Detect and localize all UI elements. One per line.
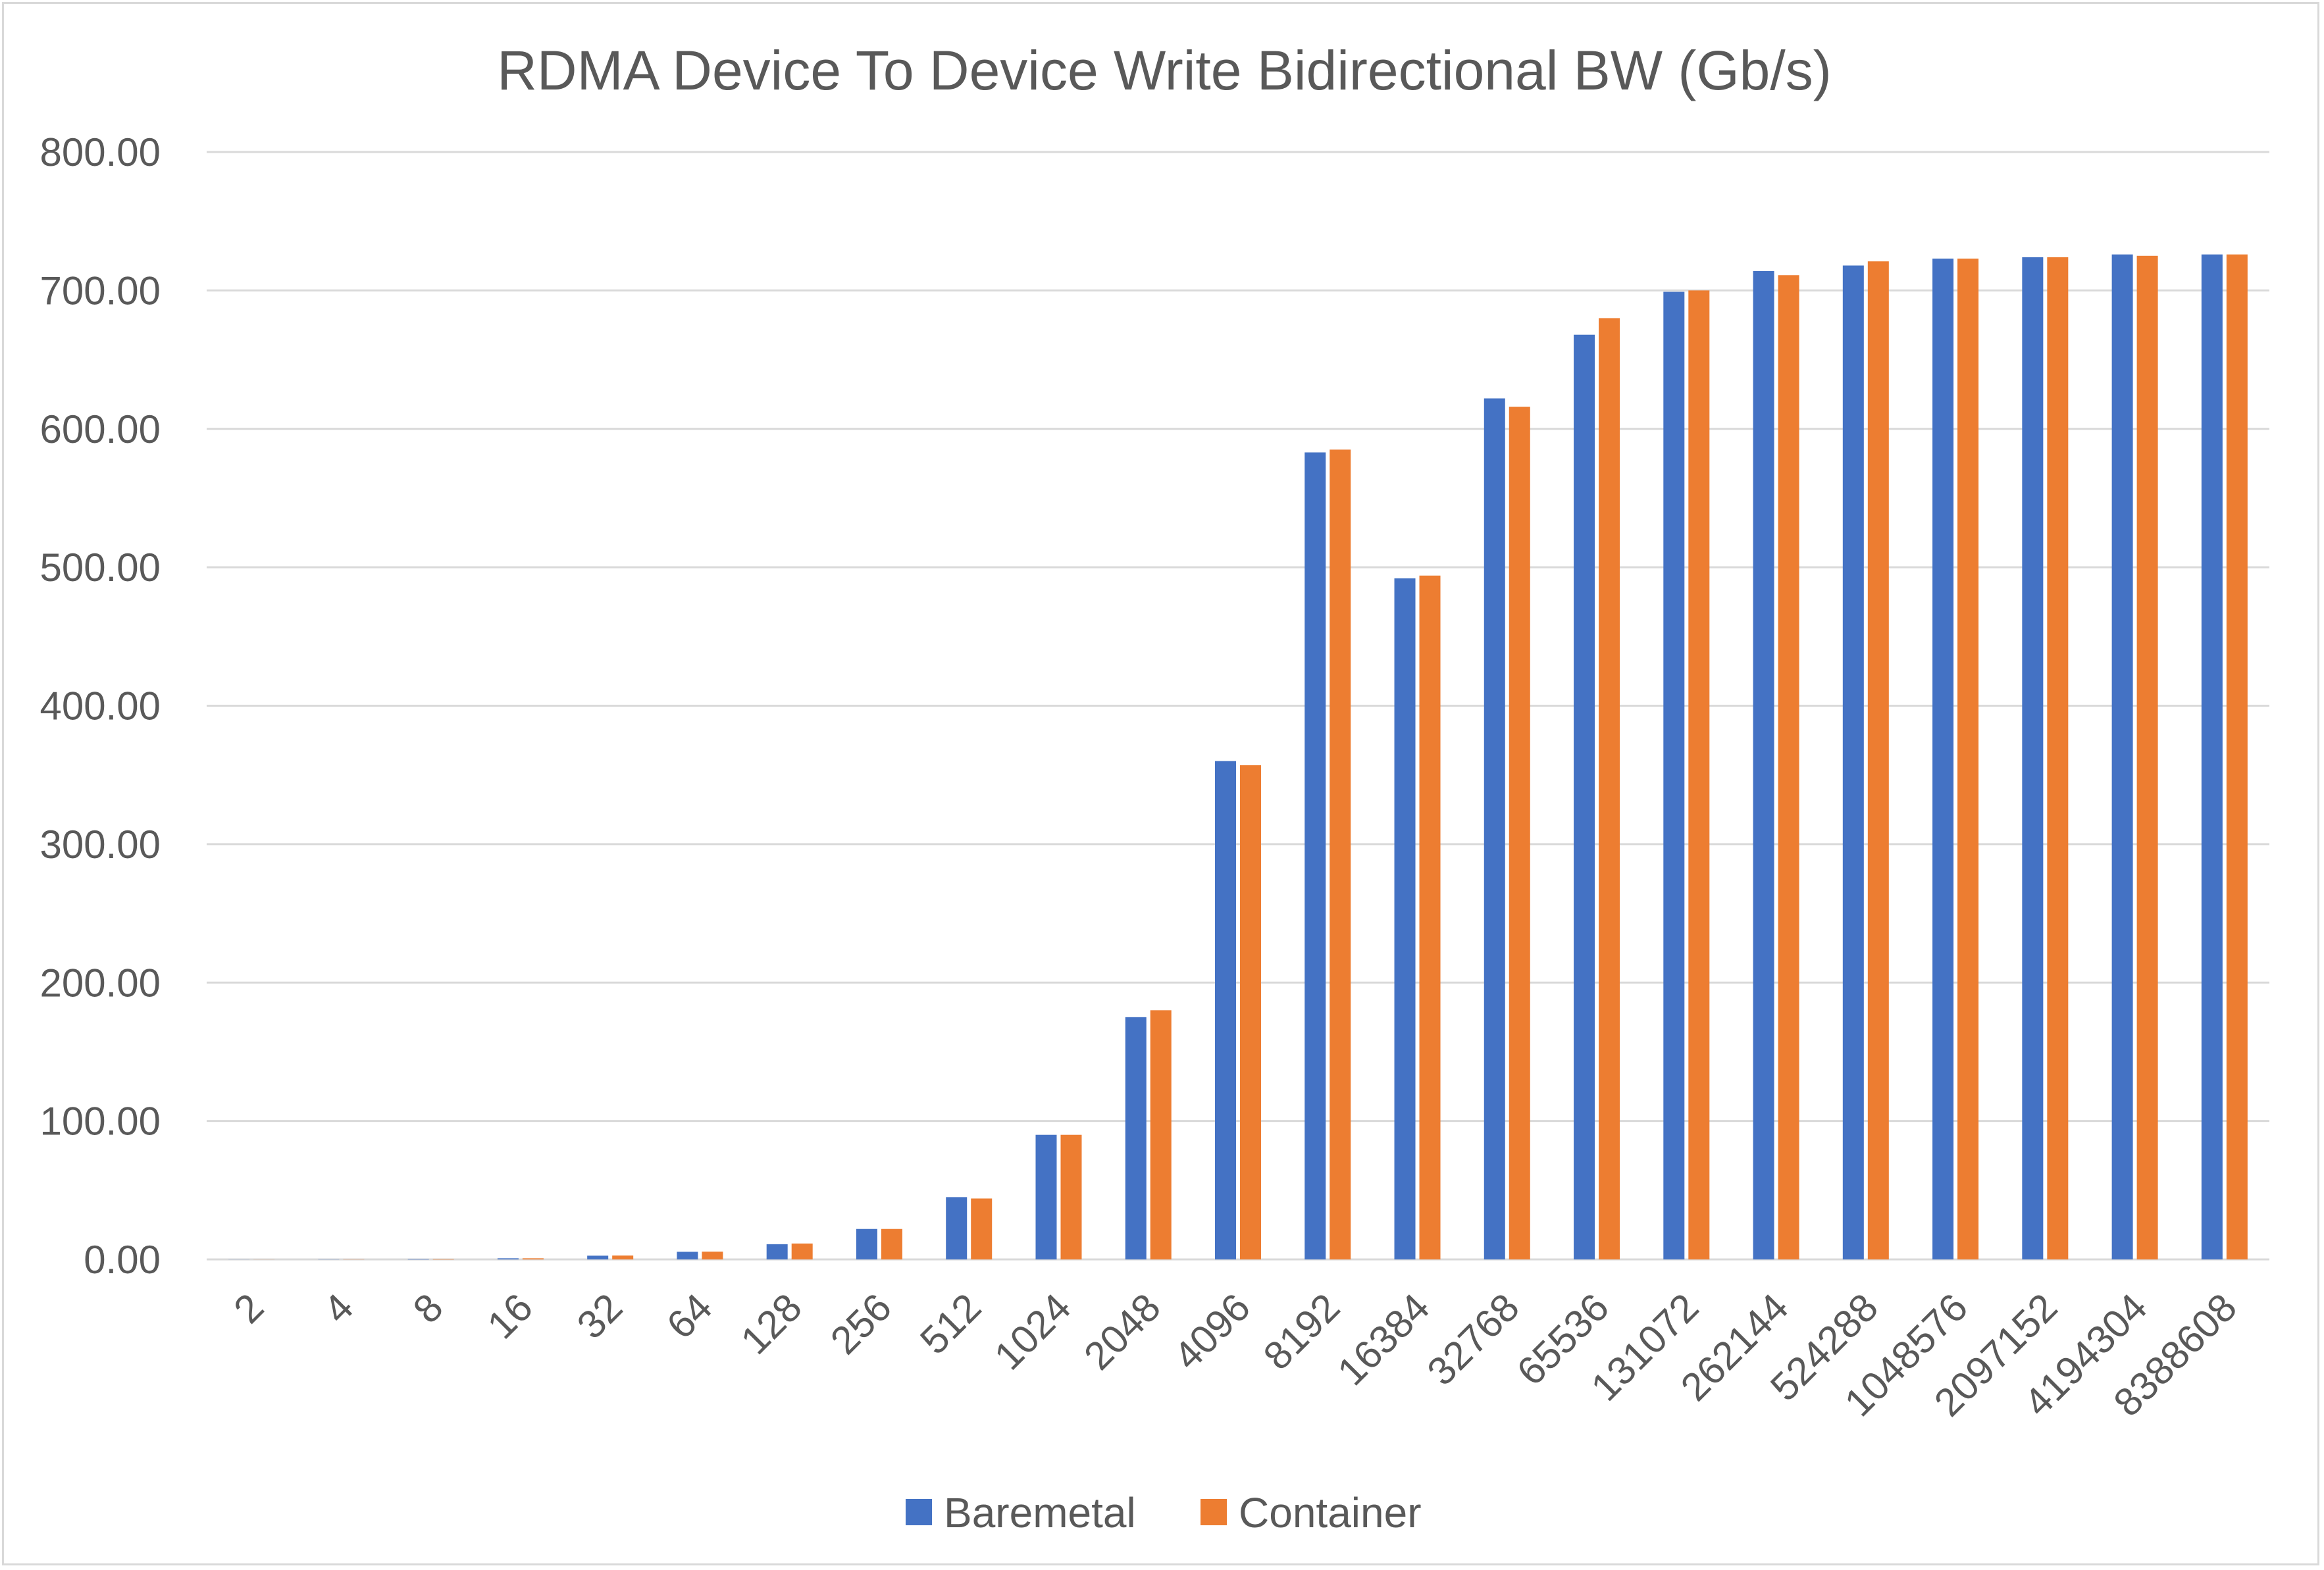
bar-container — [971, 1198, 993, 1259]
bar-baremetal — [1663, 291, 1685, 1259]
bar-container — [1509, 407, 1530, 1259]
y-tick-label: 400.00 — [39, 684, 161, 728]
bar-baremetal — [946, 1197, 968, 1259]
x-tick-label: 8 — [405, 1285, 452, 1332]
bar-container — [1867, 261, 1889, 1259]
bar-container — [2047, 257, 2069, 1259]
x-tick-label: 2048 — [1075, 1285, 1169, 1379]
x-tick-label: 256 — [822, 1285, 900, 1363]
gridlines — [207, 151, 2269, 1261]
chart-svg: RDMA Device To Device Write Bidirectiona… — [39, 39, 2269, 1536]
y-tick-label: 200.00 — [39, 961, 161, 1005]
x-tick-label: 32768 — [1419, 1285, 1528, 1394]
bar-container — [522, 1258, 544, 1259]
bars — [228, 254, 2248, 1260]
bar-baremetal — [2111, 254, 2133, 1259]
bar-container — [881, 1228, 902, 1259]
bar-baremetal — [497, 1258, 519, 1259]
bar-container — [1330, 449, 1351, 1259]
legend: Baremetal Container — [906, 1489, 1422, 1536]
bar-container — [612, 1255, 634, 1259]
bar-baremetal — [677, 1252, 698, 1259]
y-tick-label: 0.00 — [84, 1238, 161, 1282]
x-tick-label: 16 — [479, 1285, 542, 1348]
bar-baremetal — [856, 1228, 877, 1259]
bar-container — [1599, 318, 1620, 1260]
x-tick-label: 128 — [733, 1285, 810, 1363]
bar-baremetal — [1842, 265, 1864, 1259]
y-tick-label: 800.00 — [39, 130, 161, 174]
x-axis-ticks: 2 4 8 16 32 64 128 256 5121024204840968192163843… — [225, 1285, 2245, 1425]
x-tick-label: 64 — [658, 1285, 721, 1348]
x-tick-label: 4096 — [1165, 1285, 1258, 1379]
x-tick-label: 1024 — [986, 1285, 1079, 1379]
y-tick-label: 300.00 — [39, 823, 161, 867]
x-tick-label: 4 — [315, 1285, 362, 1332]
bar-container — [1060, 1134, 1082, 1259]
chart-title: RDMA Device To Device Write Bidirectiona… — [497, 39, 1831, 101]
bar-container — [1150, 1010, 1172, 1259]
bar-baremetal — [1574, 334, 1595, 1259]
x-tick-label: 32 — [569, 1285, 631, 1348]
bar-baremetal — [2022, 257, 2044, 1259]
bar-baremetal — [1932, 258, 1954, 1259]
bar-baremetal — [1125, 1017, 1147, 1259]
bar-container — [791, 1243, 813, 1259]
y-tick-label: 500.00 — [39, 545, 161, 590]
bar-baremetal — [587, 1255, 609, 1259]
legend-label-baremetal: Baremetal — [944, 1489, 1136, 1536]
legend-swatch-baremetal — [906, 1499, 932, 1525]
bar-container — [1957, 258, 1979, 1259]
bar-baremetal — [2201, 254, 2223, 1259]
bar-container — [702, 1252, 723, 1259]
bar-baremetal — [1304, 452, 1326, 1260]
bar-container — [2136, 255, 2158, 1259]
bar-baremetal — [766, 1244, 788, 1259]
bar-baremetal — [1394, 578, 1416, 1259]
bar-baremetal — [1484, 398, 1505, 1259]
bar-container — [1419, 575, 1441, 1259]
y-tick-label: 100.00 — [39, 1100, 161, 1144]
y-tick-label: 600.00 — [39, 407, 161, 451]
x-tick-label: 2 — [225, 1285, 272, 1332]
bar-baremetal — [1215, 761, 1236, 1259]
y-tick-label: 700.00 — [39, 268, 161, 313]
legend-label-container: Container — [1239, 1489, 1422, 1536]
y-axis-ticks: 0.00 100.00 200.00 300.00 400.00 500.00 600.00… — [39, 130, 161, 1282]
bar-container — [2226, 254, 2248, 1259]
legend-swatch-container — [1201, 1499, 1227, 1525]
bar-baremetal — [1753, 270, 1774, 1259]
bar-baremetal — [1035, 1134, 1057, 1259]
bar-container — [1778, 275, 1799, 1259]
bar-container — [1240, 765, 1261, 1259]
bar-container — [1688, 290, 1710, 1259]
x-tick-label: 16384 — [1329, 1285, 1437, 1394]
x-tick-label: 512 — [912, 1285, 989, 1363]
